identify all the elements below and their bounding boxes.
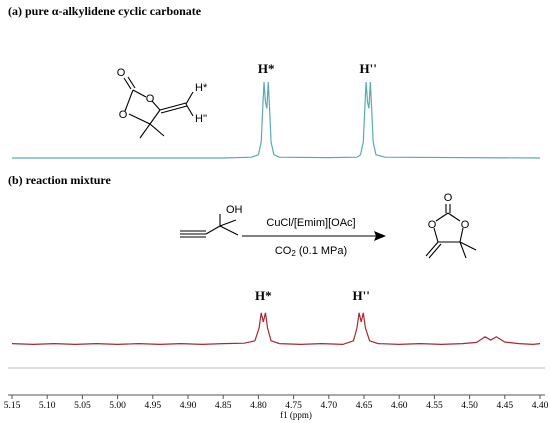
- condition: CuCl/[Emim][OAc]: [266, 217, 355, 229]
- atom: H*: [195, 82, 208, 94]
- x-tick-label: 4.95: [144, 401, 161, 411]
- x-tick-label: 4.55: [426, 401, 443, 411]
- panel-title: (b) reaction mixture: [8, 173, 112, 187]
- x-tick-label: 4.80: [250, 401, 267, 411]
- molecule-a: O O O H* H'': [117, 67, 208, 139]
- x-tick-label: 5.05: [74, 401, 91, 411]
- peak-label: H*: [255, 288, 272, 303]
- atom: H'': [195, 113, 207, 125]
- atom: O: [428, 219, 437, 231]
- atom: O: [146, 93, 155, 105]
- x-tick-label: 4.50: [461, 401, 478, 411]
- x-tick-label: 4.45: [496, 401, 513, 411]
- atom: O: [119, 109, 128, 121]
- x-tick-label: 4.70: [320, 401, 337, 411]
- atom: O: [117, 67, 126, 79]
- x-tick-label: 4.75: [285, 401, 302, 411]
- reaction-scheme: OH CuCl/[Emim][OAc] CO2 (0.1 MPa) O O O: [180, 192, 477, 259]
- x-tick-label: 4.90: [180, 401, 197, 411]
- peak-label: H'': [353, 288, 370, 303]
- spectrum-line: [12, 81, 541, 159]
- x-tick-label: 4.60: [391, 401, 408, 411]
- spectrum-line: [11, 312, 541, 346]
- peak-label: H*: [258, 61, 275, 76]
- x-tick-label: 4.40: [532, 401, 549, 411]
- x-tick-label: 4.85: [215, 401, 232, 411]
- x-axis-label: f1 (ppm): [280, 410, 312, 420]
- x-tick-label: 5.00: [109, 401, 126, 411]
- atom: O: [461, 219, 470, 231]
- peak-label: H'': [360, 61, 377, 76]
- x-tick-label: 4.65: [356, 401, 373, 411]
- panel-title: (a) pure α-alkylidene cyclic carbonate: [8, 4, 202, 18]
- atom: OH: [226, 204, 243, 216]
- x-tick-label: 5.10: [39, 401, 56, 411]
- atom: O: [444, 192, 453, 204]
- x-tick-label: 5.15: [4, 401, 21, 411]
- condition: CO2 (0.1 MPa): [275, 245, 347, 258]
